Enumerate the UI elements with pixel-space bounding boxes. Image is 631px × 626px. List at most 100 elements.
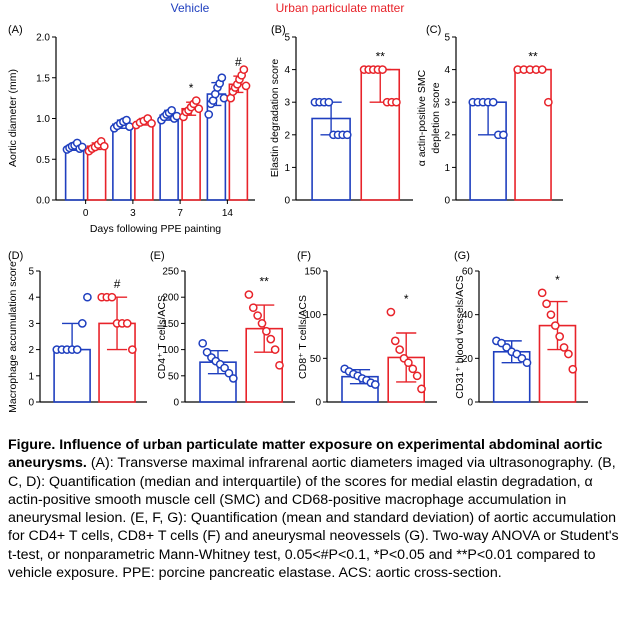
y-tick-label: 4 bbox=[284, 65, 290, 76]
data-point bbox=[204, 110, 214, 119]
figure-caption: Figure. Influence of urban particulate m… bbox=[8, 436, 626, 582]
data-point bbox=[412, 371, 422, 381]
data-point bbox=[99, 141, 109, 151]
y-tick-label: 100 bbox=[304, 310, 321, 321]
y-tick-label: 20 bbox=[462, 354, 474, 365]
data-point bbox=[244, 290, 254, 299]
caption-body: (A): Transverse maximal infrarenal aorti… bbox=[8, 455, 619, 582]
y-tick-label: 0.5 bbox=[36, 155, 50, 166]
data-point bbox=[392, 97, 401, 107]
y-tick-label: 0 bbox=[284, 196, 290, 207]
panel-label: (C) bbox=[426, 24, 441, 36]
y-tick-label: 3 bbox=[444, 98, 450, 109]
y-axis-label: Aortic diameter (mm) bbox=[7, 69, 19, 167]
data-point bbox=[543, 97, 553, 107]
panel-label: (E) bbox=[150, 250, 165, 262]
figure-panels: Vehicle Urban particulate matter (A) 0.0 0… bbox=[7, 1, 588, 413]
chart-0: (A) 0.0 0.5 1.0 1.5 2.0 Aortic diameter (mm) 0 3… bbox=[7, 24, 255, 235]
panel-label: (B) bbox=[271, 24, 286, 36]
data-point bbox=[342, 130, 352, 140]
chart-1: (B) 0 1 2 3 4 5 Elastin degradation score ** bbox=[269, 24, 413, 207]
y-tick-label: 4 bbox=[444, 65, 450, 76]
panel-label: (A) bbox=[8, 24, 23, 36]
panel-label: (F) bbox=[297, 250, 311, 262]
y-tick-label: 0 bbox=[173, 398, 179, 409]
data-point bbox=[147, 119, 156, 128]
y-tick-label: 4 bbox=[28, 293, 34, 304]
significance-mark: * bbox=[189, 81, 194, 95]
data-point bbox=[167, 106, 177, 115]
x-axis-label: Days following PPE painting bbox=[90, 223, 221, 235]
data-point bbox=[122, 319, 132, 328]
bar-vehicle bbox=[112, 123, 132, 201]
data-point bbox=[559, 343, 569, 352]
data-point bbox=[417, 384, 426, 394]
y-tick-label: 1.0 bbox=[36, 114, 50, 125]
y-tick-label: 0 bbox=[444, 196, 450, 207]
y-tick-label: 0 bbox=[28, 398, 34, 409]
data-point bbox=[239, 65, 249, 74]
bar-upm bbox=[134, 120, 154, 201]
y-tick-label: 1 bbox=[28, 371, 34, 382]
chart-3: (D) 0 1 2 3 4 5 Macrophage accumulation score # bbox=[7, 250, 147, 413]
y-tick-label: 60 bbox=[462, 267, 474, 278]
data-point bbox=[488, 97, 498, 107]
y-tick-label: 40 bbox=[462, 310, 474, 321]
y-axis-label: CD4⁺ T cells/ACS bbox=[156, 295, 168, 379]
y-tick-label: 3 bbox=[28, 319, 34, 330]
data-point bbox=[262, 326, 271, 336]
chart-2: (C) 0 1 2 3 4 5 α actin-positive SMC depletion s… bbox=[416, 24, 563, 207]
y-axis-label: CD8⁺ T cells/ACS bbox=[297, 295, 309, 379]
data-point bbox=[550, 321, 560, 330]
significance-mark: ** bbox=[528, 50, 538, 64]
data-point bbox=[266, 334, 276, 344]
y-tick-label: 0.0 bbox=[36, 196, 50, 207]
data-point bbox=[522, 358, 532, 368]
y-tick-label: 1.5 bbox=[36, 73, 50, 84]
bar-upm bbox=[514, 68, 552, 201]
x-tick-label: 0 bbox=[83, 208, 89, 219]
bar-vehicle bbox=[159, 114, 179, 201]
data-point bbox=[378, 65, 387, 74]
y-tick-label: 5 bbox=[28, 267, 34, 278]
bar-vehicle bbox=[64, 146, 85, 201]
bar-vehicle bbox=[206, 93, 227, 201]
data-point bbox=[564, 349, 573, 359]
data-point bbox=[568, 364, 578, 374]
panel-label: (D) bbox=[8, 250, 23, 262]
y-axis-label: Macrophage accumulation score bbox=[7, 261, 19, 413]
x-tick-label: 3 bbox=[130, 208, 136, 219]
chart-4: (E) 0 50 100 150 200 250 CD4⁺ T cells/ACS ** bbox=[150, 250, 295, 409]
data-point bbox=[127, 345, 137, 354]
y-tick-label: 1 bbox=[284, 163, 290, 174]
legend-upm: Urban particulate matter bbox=[276, 1, 405, 15]
y-tick-label: 2.0 bbox=[36, 33, 50, 44]
significance-mark: ** bbox=[376, 50, 386, 64]
data-point bbox=[408, 364, 418, 374]
data-point bbox=[395, 345, 404, 354]
y-tick-label: 50 bbox=[168, 371, 180, 382]
y-tick-label: 2 bbox=[284, 130, 290, 141]
significance-mark: # bbox=[114, 277, 121, 291]
data-point bbox=[404, 358, 413, 368]
y-tick-label: 50 bbox=[310, 354, 322, 365]
data-point bbox=[77, 142, 87, 152]
data-point bbox=[72, 345, 82, 354]
y-tick-label: 150 bbox=[304, 267, 321, 278]
data-point bbox=[537, 65, 547, 74]
data-point bbox=[217, 73, 227, 83]
y-tick-label: 0 bbox=[467, 398, 473, 409]
y-tick-label: 150 bbox=[162, 319, 179, 330]
y-tick-label: 3 bbox=[284, 98, 290, 109]
data-point bbox=[198, 338, 208, 348]
y-axis-label: depletion score bbox=[430, 82, 442, 153]
data-point bbox=[542, 299, 551, 309]
data-point bbox=[191, 96, 201, 105]
data-point bbox=[370, 380, 380, 389]
data-point bbox=[253, 311, 262, 320]
chart-5: (F) 0 50 100 150 CD8⁺ T cells/ACS * bbox=[297, 250, 437, 409]
data-point bbox=[194, 104, 204, 114]
y-tick-label: 5 bbox=[284, 33, 290, 44]
significance-mark: * bbox=[404, 292, 409, 306]
